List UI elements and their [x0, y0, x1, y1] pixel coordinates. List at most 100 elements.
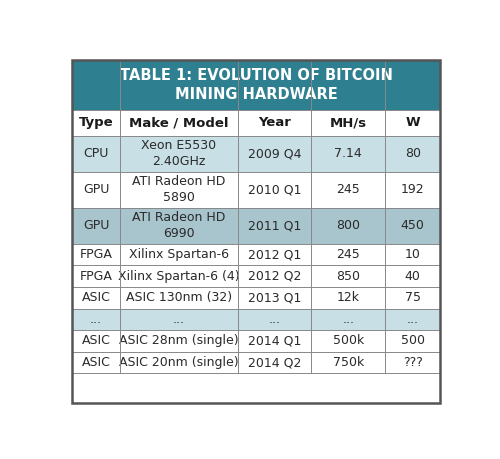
- Bar: [120, 136, 238, 172]
- Bar: [72, 265, 120, 287]
- Text: 500: 500: [400, 335, 424, 347]
- Bar: [238, 110, 312, 136]
- Text: ...: ...: [268, 313, 280, 326]
- Bar: [120, 208, 238, 244]
- Bar: [238, 308, 312, 330]
- Text: ASIC: ASIC: [82, 356, 110, 369]
- Bar: [238, 330, 312, 352]
- Text: 450: 450: [401, 219, 424, 232]
- Text: 850: 850: [336, 270, 360, 283]
- Bar: [72, 330, 120, 352]
- Text: ASIC: ASIC: [82, 291, 110, 304]
- Text: ASIC 20nm (single): ASIC 20nm (single): [119, 356, 239, 369]
- Bar: [385, 208, 440, 244]
- Bar: [312, 244, 385, 265]
- Bar: [385, 265, 440, 287]
- Text: ...: ...: [342, 313, 354, 326]
- Bar: [238, 265, 312, 287]
- Text: 245: 245: [336, 183, 360, 196]
- Text: ASIC 130nm (32): ASIC 130nm (32): [126, 291, 232, 304]
- Text: Make / Model: Make / Model: [129, 117, 228, 129]
- Bar: [120, 110, 238, 136]
- Text: FPGA: FPGA: [80, 248, 112, 261]
- Text: 2012 Q1: 2012 Q1: [248, 248, 302, 261]
- Bar: [72, 308, 120, 330]
- Bar: [72, 244, 120, 265]
- Bar: [238, 352, 312, 373]
- Text: 245: 245: [336, 248, 360, 261]
- Bar: [238, 287, 312, 308]
- Text: Xilinx Spartan-6: Xilinx Spartan-6: [129, 248, 229, 261]
- Bar: [120, 352, 238, 373]
- Bar: [72, 208, 120, 244]
- Bar: [312, 308, 385, 330]
- Bar: [385, 110, 440, 136]
- Text: 192: 192: [401, 183, 424, 196]
- Bar: [72, 352, 120, 373]
- Bar: [385, 244, 440, 265]
- Bar: [238, 208, 312, 244]
- Text: CPU: CPU: [84, 147, 109, 160]
- Bar: [120, 244, 238, 265]
- Bar: [238, 172, 312, 208]
- Bar: [312, 352, 385, 373]
- Bar: [120, 330, 238, 352]
- Text: 2011 Q1: 2011 Q1: [248, 219, 302, 232]
- Text: W: W: [406, 117, 420, 129]
- Bar: [312, 110, 385, 136]
- Bar: [312, 136, 385, 172]
- Text: ATI Radeon HD
5890: ATI Radeon HD 5890: [132, 175, 226, 204]
- Text: MH/s: MH/s: [330, 117, 367, 129]
- Bar: [72, 287, 120, 308]
- Text: 75: 75: [404, 291, 420, 304]
- Bar: [312, 330, 385, 352]
- Text: TABLE 1: EVOLUTION OF BITCOIN
MINING HARDWARE: TABLE 1: EVOLUTION OF BITCOIN MINING HAR…: [120, 68, 392, 102]
- Text: ...: ...: [173, 313, 185, 326]
- Text: 7.14: 7.14: [334, 147, 362, 160]
- Bar: [312, 172, 385, 208]
- Bar: [72, 110, 120, 136]
- Bar: [72, 172, 120, 208]
- Text: 40: 40: [405, 270, 420, 283]
- Text: Year: Year: [258, 117, 291, 129]
- Text: 2010 Q1: 2010 Q1: [248, 183, 302, 196]
- Text: ???: ???: [403, 356, 422, 369]
- Text: 800: 800: [336, 219, 360, 232]
- Bar: [72, 61, 440, 110]
- Text: 2014 Q1: 2014 Q1: [248, 335, 302, 347]
- Bar: [385, 172, 440, 208]
- Bar: [385, 136, 440, 172]
- Text: 2014 Q2: 2014 Q2: [248, 356, 302, 369]
- Text: Xilinx Spartan-6 (4): Xilinx Spartan-6 (4): [118, 270, 240, 283]
- Bar: [120, 172, 238, 208]
- Text: 80: 80: [404, 147, 420, 160]
- Bar: [312, 265, 385, 287]
- Text: 2013 Q1: 2013 Q1: [248, 291, 302, 304]
- Text: 10: 10: [405, 248, 420, 261]
- Bar: [238, 136, 312, 172]
- Text: ATI Radeon HD
6990: ATI Radeon HD 6990: [132, 211, 226, 241]
- Bar: [238, 244, 312, 265]
- Bar: [312, 208, 385, 244]
- Bar: [385, 352, 440, 373]
- Text: Type: Type: [79, 117, 114, 129]
- Text: Xeon E5530
2.40GHz: Xeon E5530 2.40GHz: [142, 139, 216, 168]
- Text: GPU: GPU: [83, 183, 110, 196]
- Bar: [385, 308, 440, 330]
- Bar: [120, 265, 238, 287]
- Text: 2009 Q4: 2009 Q4: [248, 147, 302, 160]
- Text: ...: ...: [406, 313, 418, 326]
- Text: 750k: 750k: [332, 356, 364, 369]
- Text: ASIC 28nm (single): ASIC 28nm (single): [119, 335, 239, 347]
- Text: 12k: 12k: [337, 291, 360, 304]
- Bar: [120, 308, 238, 330]
- Text: 2012 Q2: 2012 Q2: [248, 270, 302, 283]
- Bar: [120, 287, 238, 308]
- Text: ...: ...: [90, 313, 102, 326]
- Text: GPU: GPU: [83, 219, 110, 232]
- Bar: [385, 287, 440, 308]
- Bar: [385, 330, 440, 352]
- Bar: [312, 287, 385, 308]
- Text: ASIC: ASIC: [82, 335, 110, 347]
- Text: FPGA: FPGA: [80, 270, 112, 283]
